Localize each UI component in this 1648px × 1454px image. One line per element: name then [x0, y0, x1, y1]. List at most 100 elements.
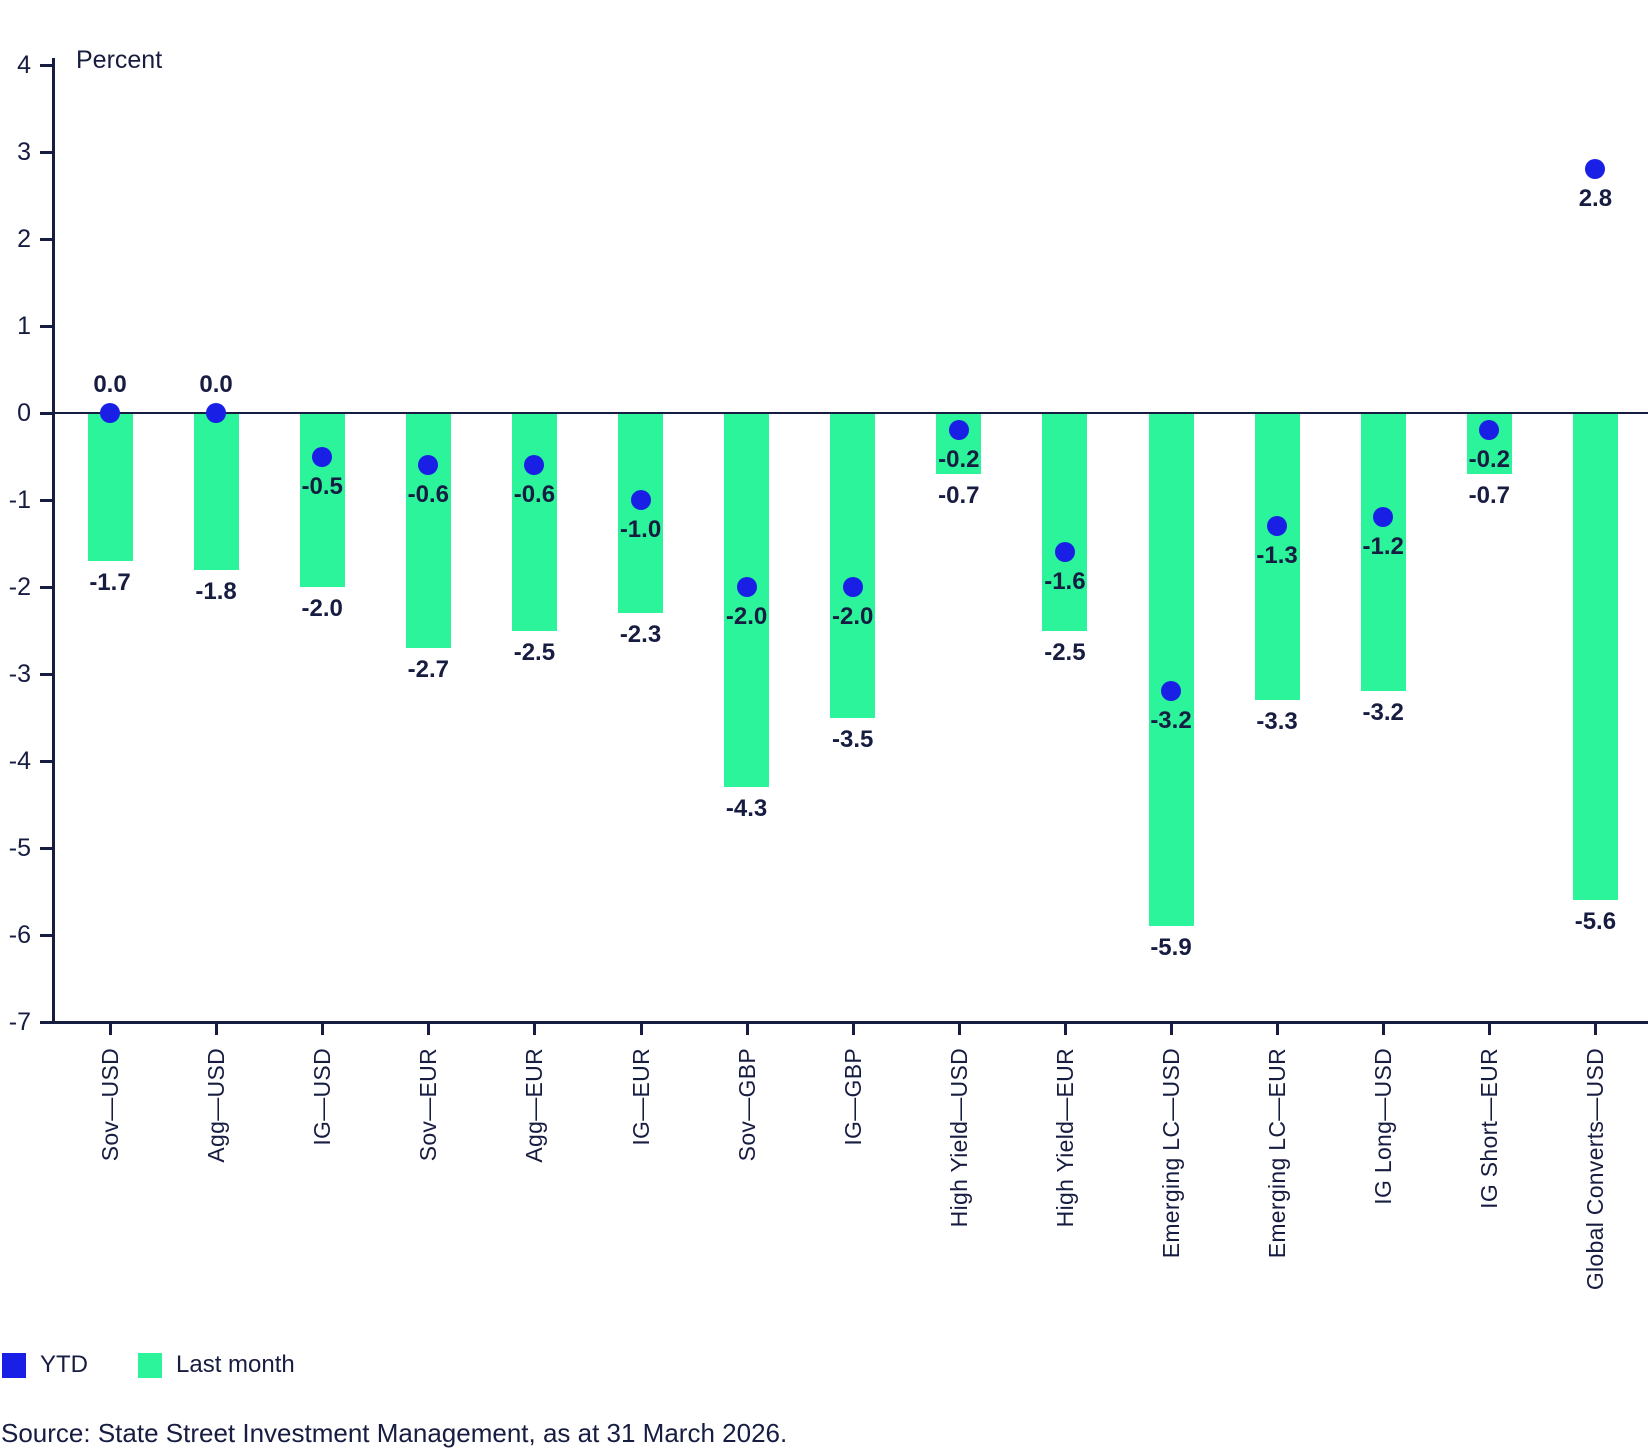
y-tick-label: 2	[17, 225, 31, 253]
x-tick-label: IG Long—USD	[1370, 1048, 1397, 1205]
x-tick-label: Agg—EUR	[521, 1048, 548, 1163]
dot-value-label: -2.0	[725, 603, 768, 630]
y-axis-tick	[40, 499, 53, 502]
y-tick-label: 4	[17, 51, 31, 79]
legend: YTD Last month	[2, 1351, 295, 1379]
x-axis-tick	[1170, 1024, 1173, 1035]
x-axis-tick	[957, 1024, 961, 1035]
ytd-dot	[948, 420, 969, 441]
x-tick-label: IG—USD	[309, 1048, 336, 1146]
x-axis-tick	[1594, 1024, 1598, 1035]
last-month-bar	[1572, 413, 1618, 901]
bar-value-label: -2.3	[619, 621, 662, 649]
dot-value-label: 2.8	[1578, 185, 1613, 213]
bar-value-label: -3.3	[1256, 708, 1298, 736]
y-axis-tick	[40, 412, 53, 415]
x-tick-label: High Yield—USD	[945, 1048, 972, 1228]
ytd-dot	[1161, 681, 1181, 702]
dot-value-label: -0.6	[513, 481, 556, 509]
x-tick-label: Emerging LC—EUR	[1264, 1048, 1291, 1259]
dot-value-label: -1.0	[619, 516, 662, 543]
last-month-bar	[830, 413, 876, 718]
x-tick-label: Sov—EUR	[415, 1048, 442, 1162]
bar-value-label: -2.0	[301, 595, 343, 622]
ytd-legend-swatch	[2, 1352, 26, 1378]
zero-baseline	[53, 412, 1648, 414]
dot-value-label: -0.2	[1468, 446, 1510, 474]
x-axis-tick	[109, 1024, 112, 1035]
bar-value-label: -3.5	[832, 725, 874, 753]
y-tick-label: 0	[17, 399, 31, 427]
last-month-bar	[724, 413, 770, 788]
ytd-dot	[524, 455, 545, 476]
ytd-dot	[1373, 507, 1394, 528]
ytd-dot	[1585, 159, 1606, 180]
last-month-bar	[87, 413, 133, 561]
y-tick-label: -6	[8, 921, 31, 949]
ytd-dot	[630, 490, 651, 510]
y-axis-title: Percent	[76, 46, 163, 74]
x-tick-label: IG Short—EUR	[1476, 1048, 1503, 1209]
dot-value-label: -3.2	[1150, 707, 1192, 735]
y-axis-tick	[40, 238, 53, 241]
dot-value-label: 0.0	[199, 371, 233, 398]
x-tick-label: IG—GBP	[839, 1048, 866, 1146]
x-tick-label: High Yield—EUR	[1051, 1048, 1078, 1228]
legend-item-ytd: YTD	[2, 1351, 88, 1379]
ytd-dot	[1054, 542, 1075, 563]
x-axis-tick	[639, 1024, 643, 1035]
bar-value-label: -5.9	[1150, 934, 1192, 962]
dot-value-label: -1.3	[1256, 542, 1298, 570]
ytd-dot	[736, 577, 757, 597]
last-month-bar	[405, 413, 451, 648]
last-month-bar	[1148, 413, 1194, 927]
ytd-dot	[100, 403, 120, 423]
last-month-bar	[618, 413, 663, 614]
x-axis-tick	[321, 1024, 325, 1035]
x-tick-label: Agg—USD	[203, 1048, 230, 1163]
ytd-dot	[206, 403, 227, 423]
y-axis-tick	[40, 673, 53, 676]
y-tick-label: 1	[17, 312, 31, 340]
y-tick-label: 3	[17, 138, 31, 166]
ytd-legend-label: YTD	[40, 1351, 88, 1378]
bar-value-label: -5.6	[1574, 908, 1617, 936]
bar-value-label: -0.7	[938, 481, 980, 509]
bar-value-label: -3.2	[1362, 699, 1404, 727]
y-axis-tick	[40, 64, 53, 67]
dot-value-label: -0.6	[407, 481, 449, 509]
y-tick-label: -4	[8, 747, 31, 775]
ytd-dot	[418, 455, 439, 476]
y-axis-line	[52, 58, 55, 1024]
last-month-legend-label: Last month	[176, 1351, 295, 1378]
x-tick-label: Global Converts—USD	[1582, 1048, 1609, 1291]
y-tick-label: -2	[8, 573, 31, 601]
last-month-legend-swatch	[138, 1352, 162, 1378]
x-axis-tick	[1382, 1024, 1386, 1035]
source-note: Source: State Street Investment Manageme…	[1, 1418, 788, 1448]
bar-value-label: -1.7	[89, 568, 131, 596]
ytd-dot	[312, 446, 333, 467]
x-axis-tick	[1276, 1024, 1280, 1035]
dot-value-label: -1.2	[1362, 533, 1404, 561]
dot-value-label: -0.5	[301, 472, 343, 500]
x-axis-tick	[851, 1024, 855, 1035]
y-axis-tick	[40, 760, 53, 763]
last-month-bar	[299, 413, 345, 587]
bar-value-label: -0.7	[1468, 481, 1510, 509]
legend-item-last-month: Last month	[138, 1351, 295, 1379]
x-axis-tick	[745, 1024, 749, 1035]
dot-value-label: -2.0	[832, 603, 874, 630]
y-axis-tick	[40, 325, 53, 328]
y-tick-label: -3	[8, 660, 31, 688]
x-axis-tick	[533, 1024, 537, 1035]
last-month-bar	[193, 413, 239, 570]
last-month-bar	[511, 413, 557, 631]
y-tick-label: -1	[8, 486, 31, 514]
bar-value-label: -2.7	[407, 655, 449, 683]
last-month-bar	[1254, 413, 1300, 701]
y-tick-label: -7	[8, 1008, 31, 1036]
ytd-dot	[1479, 420, 1500, 441]
